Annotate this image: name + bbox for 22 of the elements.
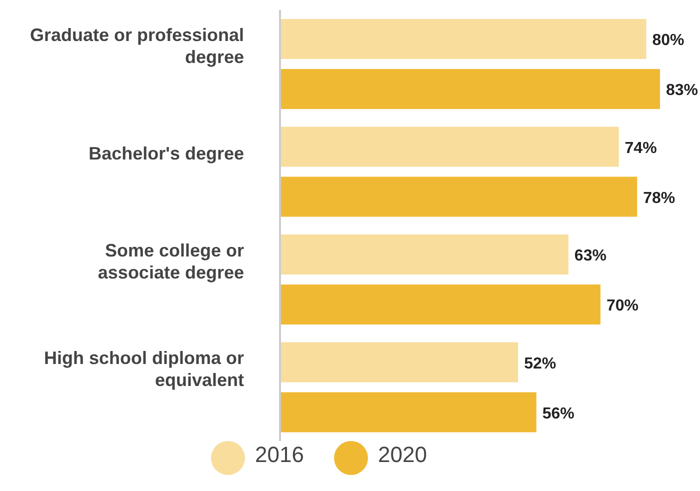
data-label: 83% <box>666 82 698 99</box>
legend-label: 2020 <box>378 442 427 468</box>
bar <box>280 69 660 109</box>
y-tick-label: High school diploma or equivalent <box>44 348 244 390</box>
y-tick-label: Bachelor's degree <box>88 144 244 164</box>
data-label: 63% <box>574 248 606 264</box>
bar <box>280 126 619 167</box>
bar <box>280 284 600 324</box>
data-label: 52% <box>524 355 556 372</box>
bar <box>280 19 646 59</box>
bar <box>280 176 638 217</box>
bar <box>280 392 536 432</box>
bar <box>280 234 568 274</box>
bar <box>280 342 518 382</box>
data-label: 56% <box>542 405 574 422</box>
y-tick-label: Some college or associate degree <box>98 240 244 282</box>
y-tick-label: Graduate or professional degree <box>30 24 244 67</box>
data-label: 78% <box>643 190 676 207</box>
data-label: 80% <box>652 32 684 49</box>
data-label: 70% <box>606 298 639 314</box>
data-label: 74% <box>624 140 657 157</box>
legend-label: 2016 <box>255 442 304 468</box>
